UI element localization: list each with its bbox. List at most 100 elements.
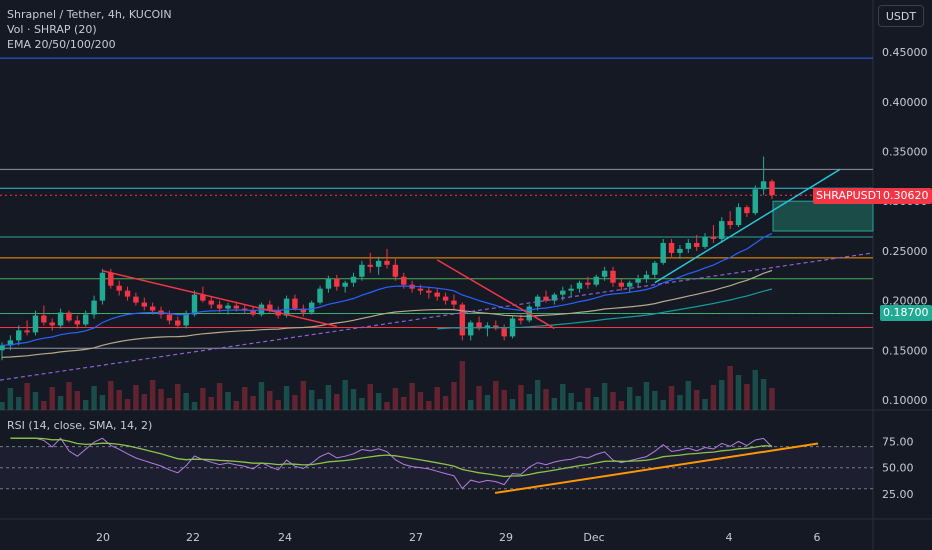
time-tick-label: 4	[726, 531, 733, 544]
candle-body	[208, 300, 214, 305]
volume-bar	[367, 384, 373, 410]
volume-bar	[467, 400, 474, 410]
volume-bar	[359, 398, 365, 410]
price-tick-label: 0.15000	[882, 344, 928, 357]
volume-bar	[560, 384, 566, 410]
volume-bar	[267, 391, 273, 410]
time-tick-label: 27	[409, 531, 423, 544]
volume-bar	[99, 395, 106, 410]
volume-bar	[275, 400, 281, 410]
candle-body	[744, 207, 750, 214]
candle-body	[175, 320, 181, 326]
candle-body	[677, 248, 683, 253]
candle-body	[534, 296, 541, 307]
volume-bar	[292, 395, 298, 410]
candle-body	[426, 290, 432, 293]
volume-bar	[49, 387, 55, 410]
candle-body	[719, 221, 725, 239]
candle-body	[32, 315, 39, 333]
candle-body	[652, 262, 658, 275]
volume-bar	[141, 394, 148, 410]
volume-bar	[91, 386, 97, 410]
volume-bar	[0, 402, 5, 410]
candle-body	[283, 298, 290, 316]
rsi-band	[0, 446, 873, 489]
candle-body	[133, 296, 139, 303]
volume-bar	[258, 382, 265, 410]
volume-bar	[225, 392, 231, 410]
volume-bar	[158, 389, 164, 410]
volume-bar	[241, 387, 248, 410]
candle-body	[49, 322, 55, 326]
candle-body	[727, 221, 733, 226]
volume-bar	[442, 396, 449, 410]
volume-bar	[325, 385, 332, 410]
candle-body	[91, 300, 97, 315]
candle-body	[769, 181, 775, 196]
symbol-title: Shrapnel / Tether, 4h, KUCOIN	[7, 8, 172, 21]
volume-bar	[409, 383, 415, 410]
candle-body	[82, 314, 89, 325]
candle-body	[401, 276, 407, 285]
candle-body	[735, 207, 742, 226]
last-price-tag: 0.30620	[880, 188, 932, 204]
volume-bar	[342, 380, 348, 410]
candle-body	[760, 181, 767, 190]
volume-bar	[610, 392, 616, 410]
time-tick-label: 20	[96, 531, 110, 544]
volume-bar	[551, 398, 558, 410]
candle-body	[99, 272, 106, 301]
volume-bar	[434, 387, 440, 410]
candle-body	[417, 288, 424, 291]
candle-body	[752, 189, 758, 214]
candle-body	[250, 310, 256, 315]
candle-body	[300, 308, 307, 313]
price-tick-label: 0.10000	[882, 394, 928, 407]
volume-bar	[233, 401, 240, 410]
candle-body	[685, 242, 692, 249]
candle-body	[375, 260, 382, 267]
candle-body	[334, 278, 340, 287]
candle-body	[325, 278, 332, 289]
candle-body	[635, 278, 641, 283]
candle-body	[292, 298, 298, 309]
chart-legend: Shrapnel / Tether, 4h, KUCOIN Vol · SHRA…	[7, 7, 172, 52]
price-tick-label: 0.20000	[882, 295, 928, 308]
candle-body	[350, 276, 357, 283]
volume-bar	[308, 390, 315, 410]
candle-body	[660, 242, 666, 263]
candle-body	[74, 320, 81, 325]
volume-bar	[585, 388, 591, 410]
volume-bar	[175, 384, 181, 410]
candle-body	[459, 304, 466, 336]
volume-bar	[702, 399, 708, 410]
volume-bar	[626, 387, 633, 410]
volume-bar	[501, 390, 507, 410]
candle-body	[693, 242, 700, 247]
volume-bar	[57, 396, 64, 410]
candle-body	[710, 236, 717, 239]
volume-bar	[518, 385, 524, 410]
candle-body	[359, 264, 365, 277]
candle-body	[451, 300, 457, 305]
volume-bar	[668, 386, 675, 410]
volume-bar	[643, 382, 650, 410]
currency-button[interactable]: USDT	[878, 5, 924, 27]
candle-body	[501, 328, 507, 337]
volume-bar	[283, 386, 290, 410]
candle-body	[216, 304, 223, 309]
resistance-trendline	[102, 270, 337, 328]
candle-body	[108, 272, 114, 286]
symbol-tag: SHRAPUSDT	[813, 188, 886, 204]
candle-body	[434, 292, 440, 297]
candle-body	[66, 312, 72, 321]
volume-bar	[74, 391, 81, 410]
time-tick-label: 24	[278, 531, 292, 544]
time-tick-label: 22	[186, 531, 200, 544]
volume-bar	[116, 390, 122, 410]
candle-body	[116, 285, 122, 291]
volume-bar	[384, 402, 390, 410]
candle-body	[484, 325, 491, 329]
candle-body	[518, 318, 524, 321]
